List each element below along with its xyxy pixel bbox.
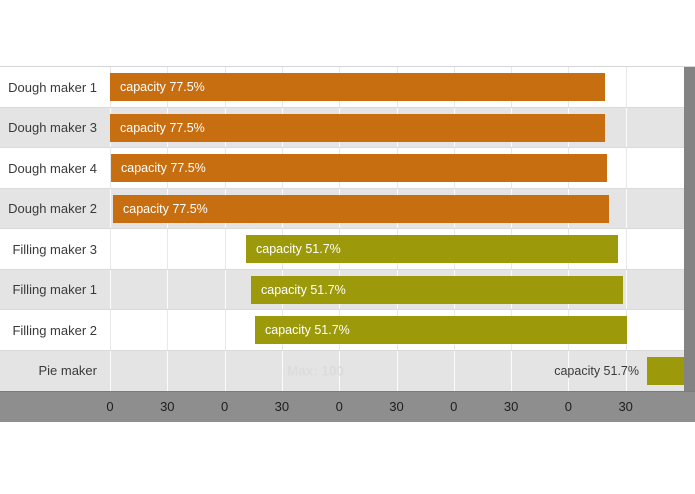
- bar-label-inside: capacity 51.7%: [261, 282, 346, 297]
- gridline: [625, 229, 627, 270]
- gridline: [224, 269, 226, 310]
- axis-tick-label: 30: [389, 399, 404, 414]
- capacity-bar[interactable]: capacity 77.5%: [110, 113, 605, 142]
- gridline: [167, 350, 169, 391]
- gridline: [625, 350, 627, 391]
- row-plot: capacity 51.7%: [110, 310, 684, 351]
- axis-tick-label: 30: [160, 399, 175, 414]
- axis-tick-label: 0: [450, 399, 458, 414]
- row-label: Pie maker: [38, 363, 97, 379]
- vertical-scrollbar[interactable]: [684, 67, 695, 391]
- gridline: [224, 229, 226, 270]
- gridline: [625, 67, 627, 108]
- gridline: [453, 350, 455, 391]
- row-label: Dough maker 3: [8, 120, 97, 136]
- bar-label-inside: capacity 51.7%: [265, 323, 350, 337]
- gridline: [339, 350, 341, 391]
- gridline: [511, 350, 513, 391]
- chart-row: Filling maker 1 capacity 51.7%: [0, 269, 684, 310]
- axis-tick-label: 30: [503, 399, 519, 414]
- gridline: [110, 148, 111, 189]
- bar-label-inside: capacity 51.7%: [256, 242, 341, 256]
- row-label: Dough maker 4: [8, 160, 97, 176]
- axis-tick-label: 0: [106, 399, 114, 414]
- chart-row: Filling maker 3 capacity 51.7%: [0, 229, 684, 270]
- capacity-bar[interactable]: capacity 77.5%: [113, 194, 609, 223]
- capacity-bar[interactable]: capacity 51.7%: [246, 235, 618, 263]
- row-label: Filling maker 1: [12, 282, 97, 298]
- row-plot: capacity 77.5%: [110, 67, 684, 108]
- bar-label-inside: capacity 77.5%: [120, 120, 205, 135]
- bar-label-inside: capacity 77.5%: [120, 80, 205, 94]
- bar-label-inside: capacity 77.5%: [121, 161, 206, 175]
- gridline: [110, 310, 111, 351]
- axis-tick-label: 0: [220, 399, 229, 414]
- gridline: [625, 269, 627, 310]
- gridline: [625, 148, 627, 189]
- chart-row: Filling maker 2 capacity 51.7%: [0, 310, 684, 351]
- chart-rows: Dough maker 1 capacity 77.5% Dough maker 3…: [0, 67, 684, 391]
- row-plot: Max: 100 capacity 51.7%: [110, 350, 684, 391]
- axis-tick-label: 30: [618, 399, 633, 414]
- gridline: [396, 350, 398, 391]
- row-plot: capacity 77.5%: [110, 148, 684, 189]
- gridline: [110, 269, 111, 310]
- capacity-bar[interactable]: capacity 51.7%: [255, 316, 627, 344]
- axis-tick-label: 0: [564, 399, 573, 414]
- row-plot: capacity 51.7%: [110, 229, 684, 270]
- max-capacity-watermark: Max: 100: [287, 363, 345, 379]
- chart-top-border: [0, 66, 695, 67]
- gridline: [281, 350, 283, 391]
- row-label: Dough maker 1: [8, 79, 97, 95]
- row-plot: capacity 51.7%: [110, 269, 684, 310]
- gridline: [110, 229, 111, 270]
- gridline: [568, 350, 570, 391]
- gridline: [110, 350, 111, 391]
- gridline: [167, 269, 169, 310]
- capacity-bar[interactable]: capacity 77.5%: [110, 73, 605, 101]
- capacity-bar[interactable]: [647, 356, 684, 385]
- gridline: [625, 188, 627, 229]
- capacity-bar[interactable]: capacity 51.7%: [251, 275, 623, 304]
- bar-label-outside: capacity 51.7%: [554, 363, 639, 378]
- axis-tick-label: 30: [274, 399, 290, 414]
- row-plot: capacity 77.5%: [110, 107, 684, 148]
- gridline: [224, 310, 226, 351]
- row-label: Filling maker 3: [12, 241, 97, 257]
- gridline: [167, 310, 169, 351]
- chart-row: Dough maker 2 capacity 77.5%: [0, 188, 684, 229]
- chart-row: Dough maker 1 capacity 77.5%: [0, 67, 684, 108]
- gridline: [625, 107, 627, 148]
- chart-row: Dough maker 3 capacity 77.5%: [0, 107, 684, 148]
- row-label: Dough maker 2: [8, 201, 97, 217]
- chart-row: Dough maker 4 capacity 77.5%: [0, 148, 684, 189]
- gridline: [110, 188, 111, 229]
- gridline: [167, 229, 169, 270]
- gridline: [224, 350, 226, 391]
- axis-tick-label: 0: [335, 399, 343, 414]
- chart-row: Pie maker Max: 100 capacity 51.7%: [0, 350, 684, 391]
- time-axis-band: 0 30 0 30 0 30 0 30 0 30: [0, 391, 695, 422]
- capacity-bar[interactable]: capacity 77.5%: [111, 154, 607, 182]
- row-plot: capacity 77.5%: [110, 188, 684, 229]
- row-label: Filling maker 2: [12, 322, 97, 338]
- bar-label-inside: capacity 77.5%: [123, 201, 208, 216]
